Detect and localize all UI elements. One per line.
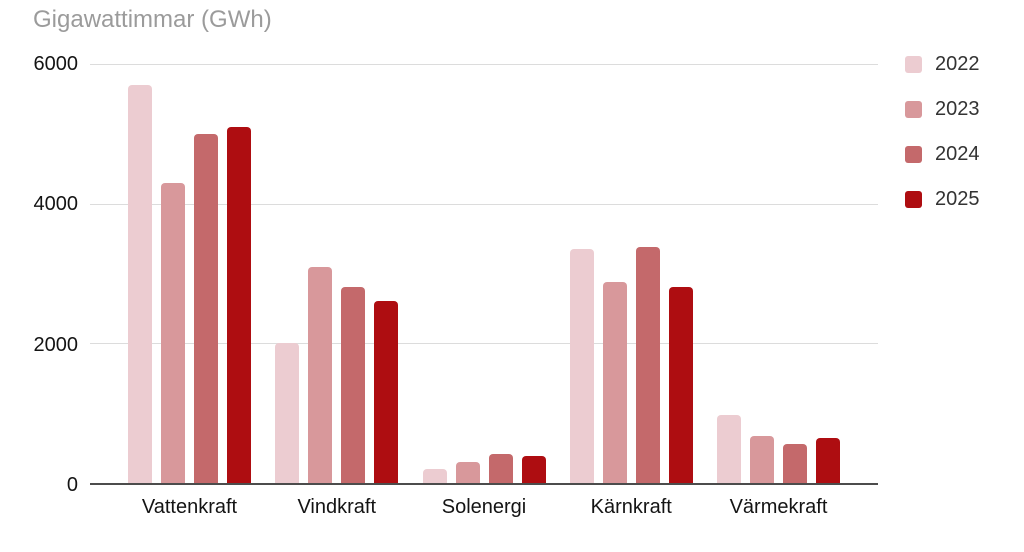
- plot-area: [90, 64, 878, 485]
- bar-2022-4: [717, 414, 741, 483]
- bar-2023-1: [308, 266, 333, 483]
- legend-label: 2022: [935, 53, 980, 75]
- legend-item-2023: 2023: [905, 98, 980, 121]
- legend-swatch-icon: [905, 146, 922, 163]
- bar-2022-3: [569, 249, 594, 483]
- bar-2025-3: [668, 287, 693, 483]
- bar-2025-2: [521, 456, 546, 483]
- legend: 2022 2023 2024 2025: [905, 53, 980, 211]
- y-tick-label-6000: 6000: [33, 53, 79, 75]
- legend-swatch-icon: [905, 191, 922, 208]
- bar-2024-2: [488, 453, 513, 483]
- bar-group-1: [275, 64, 399, 483]
- chart-title: Gigawattimmar (GWh): [33, 6, 272, 33]
- bar-group-2: [422, 64, 546, 483]
- bar-2025-0: [227, 126, 251, 483]
- legend-label: 2023: [935, 98, 980, 120]
- y-tick-label-0: 0: [66, 474, 78, 496]
- y-tick-label-2000: 2000: [33, 333, 79, 356]
- bar-2023-3: [602, 281, 627, 483]
- bar-2024-3: [635, 246, 660, 483]
- bar-2024-4: [783, 443, 807, 483]
- legend-label: 2025: [935, 188, 980, 210]
- bar-2022-1: [275, 343, 300, 483]
- bar-2024-0: [194, 133, 218, 483]
- bar-group-4: [717, 64, 840, 483]
- legend-item-2022: 2022: [905, 53, 980, 76]
- legend-item-2024: 2024: [905, 143, 980, 166]
- legend-label: 2024: [935, 143, 980, 165]
- bar-2023-4: [750, 435, 774, 483]
- y-tick-label-4000: 4000: [33, 193, 79, 216]
- legend-swatch-icon: [905, 101, 922, 118]
- bar-2022-0: [128, 84, 152, 483]
- x-axis-label-1: Vindkraft: [297, 496, 377, 518]
- x-axis-label-4: Värmekraft: [729, 496, 828, 518]
- x-axis: Vattenkraft Vindkraft Solenergi Kärnkraft Vä…: [90, 496, 878, 519]
- legend-item-2025: 2025: [905, 188, 980, 211]
- gridline-4000: [90, 203, 878, 205]
- bar-2024-1: [341, 287, 366, 483]
- bar-2023-0: [161, 182, 185, 483]
- legend-swatch-icon: [905, 56, 922, 73]
- bar-group-3: [569, 64, 693, 483]
- x-axis-label-0: Vattenkraft: [141, 496, 238, 518]
- bar-2025-1: [374, 301, 399, 483]
- bar-group-0: [128, 64, 251, 483]
- bar-2025-4: [816, 438, 840, 483]
- bar-2023-2: [455, 462, 480, 483]
- x-axis-label-2: Solenergi: [441, 496, 527, 518]
- x-axis-label-3: Kärnkraft: [590, 496, 672, 518]
- gridline-6000: [90, 64, 878, 65]
- bar-2022-2: [422, 469, 447, 483]
- gridline-2000: [90, 343, 878, 345]
